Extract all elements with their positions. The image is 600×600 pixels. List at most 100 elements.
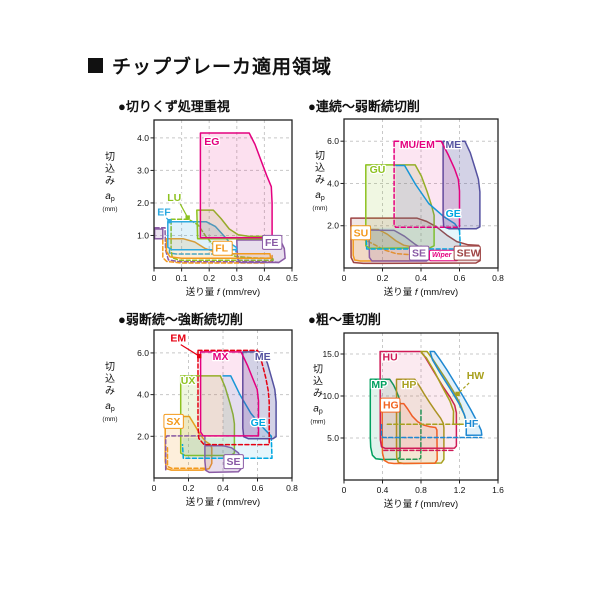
region-MU-EM-fill <box>394 141 460 227</box>
y-axis-title-char: 込 <box>105 163 115 175</box>
label-box-SE <box>408 245 430 261</box>
y-tick-label: 6.0 <box>137 348 149 358</box>
page-title-text: チップブレーカ適用領域 <box>112 57 333 78</box>
region-label-UX: UX <box>181 375 196 387</box>
region-label-SU: SU <box>354 227 369 239</box>
region-label-GE: GE <box>446 208 461 220</box>
y-axis-title-char: み <box>315 175 325 186</box>
x-tick-label: 0 <box>152 483 157 493</box>
y-axis-title-unit: (mm) <box>310 419 325 426</box>
region-label-Wiper: Wiper <box>432 252 453 259</box>
chart-title: ●連続〜弱断続切削 <box>308 99 420 114</box>
region-label-LU: LU <box>167 192 181 204</box>
label-box-SE <box>223 454 244 470</box>
region-label-HP: HP <box>402 379 417 391</box>
region-label-FL: FL <box>215 243 228 255</box>
x-tick-label: 0.4 <box>377 485 389 495</box>
leader-line <box>179 203 189 218</box>
chart-title: ●切りくず処理重視 <box>118 99 230 114</box>
x-tick-label: 0.8 <box>492 273 504 283</box>
label-box-FL <box>212 240 233 256</box>
x-axis-title: 送り量 f (mm/rev) <box>186 496 260 508</box>
region-MU-EM-dash <box>393 141 460 228</box>
region-GE-fill <box>182 375 272 459</box>
y-tick-label: 15.0 <box>322 349 339 359</box>
x-tick-label: 1.2 <box>454 485 466 495</box>
region-label-HW: HW <box>467 370 485 382</box>
label-box-SX <box>163 413 184 429</box>
region-label-GE: GE <box>251 417 266 429</box>
x-axis-title: 送り量 f (mm/rev) <box>186 286 260 298</box>
y-axis-title-symbol: ap <box>313 404 323 416</box>
x-tick-label: 0 <box>342 485 347 495</box>
region-label-SX: SX <box>166 416 180 428</box>
region-HF-dash <box>380 423 483 439</box>
x-tick-label: 0 <box>152 273 157 283</box>
region-label-MP: MP <box>371 379 387 391</box>
y-axis-title-symbol: ap <box>105 401 115 413</box>
y-tick-label: 2.0 <box>137 431 149 441</box>
x-tick-label: 1.6 <box>492 485 504 495</box>
region-SX-inner <box>166 447 206 469</box>
region-SE-dash <box>164 435 206 471</box>
y-axis-title-char: 込 <box>313 376 323 388</box>
x-tick-label: 0.2 <box>183 483 195 493</box>
region-GE <box>395 164 461 232</box>
y-tick-label: 3.0 <box>137 165 149 175</box>
y-axis-title-char: 切 <box>315 150 325 162</box>
y-axis-title-unit: (mm) <box>312 205 327 212</box>
chart-continuous-cutting: ●連続〜弱断続切削 0 0.2 0.4 0.6 0.8 2.0 4.0 6.0 GU MU/EM M… <box>306 96 518 301</box>
chart-title: ●粗〜重切削 <box>308 312 381 327</box>
page-title: チップブレーカ適用領域 <box>88 52 332 79</box>
y-axis-title-char: み <box>105 176 115 187</box>
region-HP <box>395 378 445 465</box>
label-box-HG <box>379 397 401 413</box>
region-label-EG: EG <box>204 136 219 148</box>
y-tick-label: 4.0 <box>327 178 339 188</box>
region-label-ME: ME <box>255 351 271 363</box>
region-MU-EM <box>393 140 461 228</box>
x-tick-label: 0.4 <box>258 273 270 283</box>
y-tick-label: 2.0 <box>137 198 149 208</box>
leader-marker <box>167 218 172 224</box>
y-axis-title-char: 込 <box>105 373 115 385</box>
region-label-SEW: SEW <box>457 248 481 260</box>
y-axis-title-char: み <box>105 386 115 397</box>
y-axis-title-char: 切 <box>105 151 115 163</box>
y-axis-title-symbol: ap <box>105 191 115 203</box>
region-EG <box>199 132 273 239</box>
region-MP-dash <box>399 407 422 461</box>
region-label-HU: HU <box>383 352 398 364</box>
x-tick-label: 0.2 <box>377 273 389 283</box>
region-label-SE: SE <box>412 248 426 260</box>
y-tick-label: 2.0 <box>327 221 339 231</box>
y-tick-label: 1.0 <box>137 230 149 240</box>
region-label-SE: SE <box>226 456 240 468</box>
x-tick-label: 0.8 <box>415 485 427 495</box>
y-axis-title-char: 切 <box>105 361 115 373</box>
x-tick-label: 0.8 <box>286 483 298 493</box>
chart-interrupted-cutting: ●弱断続〜強断続切削 0 0.2 0.4 0.6 0.8 2.0 4.0 6.0 EM MX ME U… <box>90 309 305 514</box>
region-LU-outer <box>170 218 274 261</box>
x-axis-title: 送り量 f (mm/rev) <box>384 286 458 298</box>
label-box-SEW <box>453 245 481 261</box>
region-label-HG: HG <box>383 400 399 412</box>
leader-marker <box>455 391 460 397</box>
region-label-MX: MX <box>213 351 229 363</box>
leader-marker <box>185 215 190 220</box>
x-axis-title: 送り量 f (mm/rev) <box>384 498 458 510</box>
region-label-MU/EM: MU/EM <box>400 139 435 151</box>
y-axis-title-unit: (mm) <box>102 416 117 423</box>
y-axis-title-char: 切 <box>313 364 323 376</box>
leader-line <box>180 344 200 357</box>
x-tick-label: 0.4 <box>415 273 427 283</box>
region-EF-outer <box>168 249 237 255</box>
chart-chip-disposal: ●切りくず処理重視 0 0.1 0.2 0.3 0.4 0.5 1.0 2.0 3.0 4.0 EG… <box>90 96 305 301</box>
plot-svg: 0 0.2 0.4 0.6 0.8 2.0 4.0 6.0 EM MX ME UX SX GE SE 送り量 … <box>102 329 298 508</box>
region-label-ME: ME <box>445 139 461 151</box>
title-square-marker <box>88 58 103 73</box>
y-tick-label: 4.0 <box>137 390 149 400</box>
region-GE-fill <box>365 165 461 249</box>
x-tick-label: 0.2 <box>203 273 215 283</box>
